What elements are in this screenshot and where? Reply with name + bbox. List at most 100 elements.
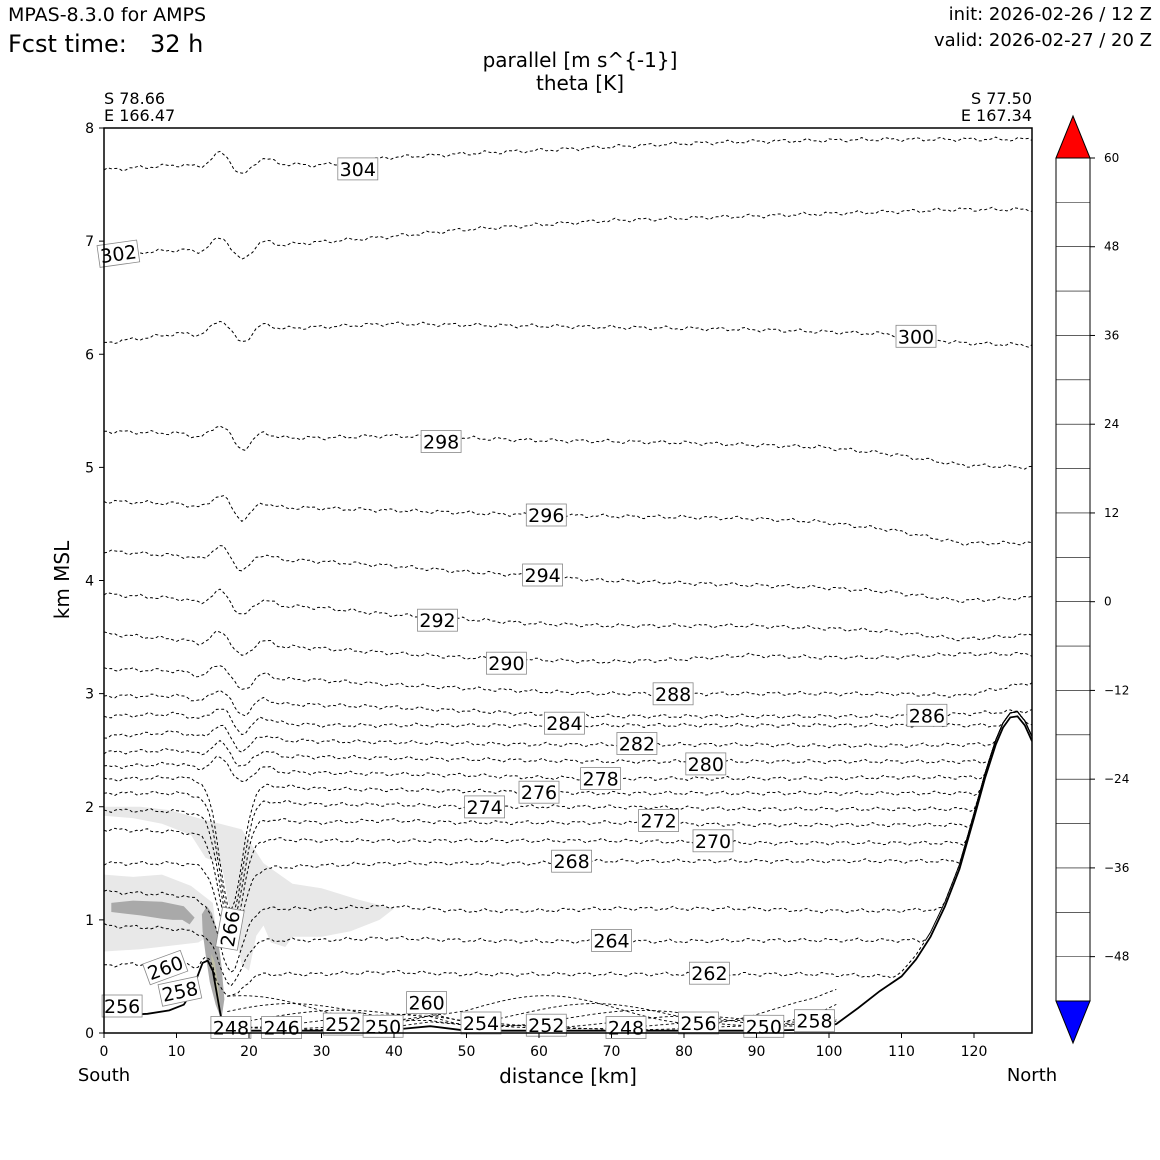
contour-label-text: 258 bbox=[796, 1011, 832, 1033]
y-tick-label: 4 bbox=[85, 574, 94, 590]
contour-label-280: 280 bbox=[685, 752, 727, 776]
theta-contour-296 bbox=[104, 495, 1032, 546]
app-title: MPAS-8.3.0 for AMPS bbox=[8, 4, 207, 26]
x-tick-label: 90 bbox=[748, 1044, 766, 1060]
theta-contour-surface-4 bbox=[227, 1003, 837, 1026]
theta-contour-304 bbox=[104, 136, 1032, 174]
x-tick-label: 10 bbox=[168, 1044, 186, 1060]
contour-label-264: 264 bbox=[591, 929, 632, 952]
plot-title: parallel [m s^{-1}] bbox=[482, 48, 678, 72]
colorbar-tick-label: 0 bbox=[1104, 595, 1112, 609]
contour-label-text: 296 bbox=[528, 505, 564, 527]
y-tick-label: 0 bbox=[85, 1026, 94, 1042]
contour-label-252: 252 bbox=[525, 1013, 567, 1037]
contour-label-254: 254 bbox=[460, 1011, 502, 1035]
contour-label-text: 256 bbox=[104, 996, 140, 1018]
x-tick-label: 70 bbox=[603, 1044, 621, 1060]
colorbar-tick-label: −36 bbox=[1104, 861, 1129, 875]
contour-label-266: 266 bbox=[215, 906, 245, 951]
contour-label-text: 288 bbox=[655, 684, 691, 706]
contour-label-layer: 304 302 300 298 296 294 292 290 288 286 284 282 280 2… bbox=[96, 157, 948, 1040]
contour-label-text: 248 bbox=[213, 1018, 249, 1040]
contour-label-text: 302 bbox=[99, 241, 138, 268]
y-tick-label: 1 bbox=[85, 913, 94, 929]
colorbar-under-arrow bbox=[1055, 1000, 1091, 1045]
colorbar-tick-label: −12 bbox=[1104, 683, 1129, 697]
start-latitude: S 78.66 bbox=[104, 89, 166, 108]
contour-label-text: 248 bbox=[608, 1018, 644, 1040]
contour-label-292: 292 bbox=[417, 608, 458, 632]
contour-label-256: 256 bbox=[678, 1011, 719, 1035]
contour-label-text: 250 bbox=[746, 1016, 782, 1038]
north-label: North bbox=[1006, 1065, 1058, 1086]
theta-contour-274 bbox=[104, 711, 1032, 917]
x-tick-label: 20 bbox=[240, 1044, 258, 1060]
forecast-time-label: Fcst time: bbox=[8, 30, 127, 58]
colorbar-tick-label: −48 bbox=[1104, 950, 1129, 964]
contour-label-260: 260 bbox=[406, 991, 448, 1015]
contour-label-text: 264 bbox=[593, 930, 629, 952]
end-longitude: E 167.34 bbox=[960, 106, 1032, 125]
contour-label-252: 252 bbox=[322, 1012, 364, 1036]
theta-contour-280 bbox=[104, 711, 1032, 767]
contour-label-text: 252 bbox=[325, 1014, 361, 1036]
y-tick-label: 2 bbox=[85, 800, 94, 816]
contour-label-text: 294 bbox=[524, 565, 560, 587]
contour-label-248: 248 bbox=[210, 1016, 252, 1040]
theta-contour-264 bbox=[104, 711, 1032, 987]
contour-label-text: 260 bbox=[408, 993, 444, 1015]
contour-label-text: 292 bbox=[419, 610, 455, 632]
contour-label-284: 284 bbox=[544, 711, 585, 735]
y-tick-label: 5 bbox=[85, 460, 94, 476]
theta-contour-262 bbox=[104, 711, 1032, 997]
contour-label-text: 258 bbox=[160, 978, 200, 1007]
contour-label-302: 302 bbox=[96, 239, 141, 268]
contour-label-text: 284 bbox=[546, 713, 582, 735]
colorbar-tick-label: 36 bbox=[1104, 328, 1119, 342]
contour-label-text: 250 bbox=[365, 1016, 401, 1038]
colorbar-over-arrow bbox=[1055, 114, 1091, 159]
contour-label-text: 304 bbox=[340, 159, 376, 181]
contour-label-304: 304 bbox=[337, 157, 379, 181]
x-tick-label: 80 bbox=[675, 1044, 693, 1060]
init-time: init: 2026-02-26 / 12 Z bbox=[948, 4, 1152, 25]
contour-label-text: 300 bbox=[898, 326, 934, 348]
contour-label-278: 278 bbox=[580, 767, 621, 791]
contour-label-text: 280 bbox=[688, 754, 724, 776]
contour-label-text: 282 bbox=[619, 734, 655, 756]
contour-label-text: 270 bbox=[695, 831, 731, 853]
theta-contour-292 bbox=[104, 588, 1032, 642]
plot-subtitle: theta [K] bbox=[536, 71, 624, 95]
contour-label-300: 300 bbox=[895, 324, 937, 348]
y-tick-label: 6 bbox=[85, 347, 94, 363]
y-tick-label: 8 bbox=[85, 121, 94, 137]
colorbar: 60 48 36 24 12 0 −12 −24 −36 −48 bbox=[1055, 114, 1129, 1045]
contour-label-text: 290 bbox=[488, 653, 524, 675]
theta-contour-298 bbox=[104, 425, 1032, 470]
contour-label-262: 262 bbox=[689, 961, 730, 985]
south-label: South bbox=[77, 1065, 131, 1086]
contour-label-256: 256 bbox=[101, 994, 143, 1018]
theta-contour-layer bbox=[104, 136, 1032, 1031]
contour-label-246: 246 bbox=[261, 1016, 303, 1040]
contour-label-286: 286 bbox=[906, 703, 948, 727]
contour-label-272: 272 bbox=[638, 809, 679, 833]
contour-label-268: 268 bbox=[551, 849, 592, 873]
contour-label-text: 278 bbox=[582, 769, 618, 791]
contour-label-258: 258 bbox=[794, 1009, 835, 1033]
x-tick-label: 0 bbox=[100, 1044, 109, 1060]
theta-contour-302 bbox=[104, 206, 1032, 260]
x-tick-label: 120 bbox=[961, 1044, 988, 1060]
theta-contour-272 bbox=[104, 711, 1032, 927]
contour-label-text: 268 bbox=[553, 851, 589, 873]
theta-contour-surface-5 bbox=[227, 988, 837, 1025]
contour-label-text: 286 bbox=[909, 705, 945, 727]
y-tick-label: 3 bbox=[85, 687, 94, 703]
contour-label-288: 288 bbox=[652, 682, 694, 706]
x-tick-label: 30 bbox=[313, 1044, 331, 1060]
contour-label-282: 282 bbox=[616, 732, 658, 756]
contour-label-258: 258 bbox=[157, 975, 203, 1007]
contour-label-250: 250 bbox=[743, 1014, 785, 1038]
contour-label-270: 270 bbox=[692, 829, 734, 853]
